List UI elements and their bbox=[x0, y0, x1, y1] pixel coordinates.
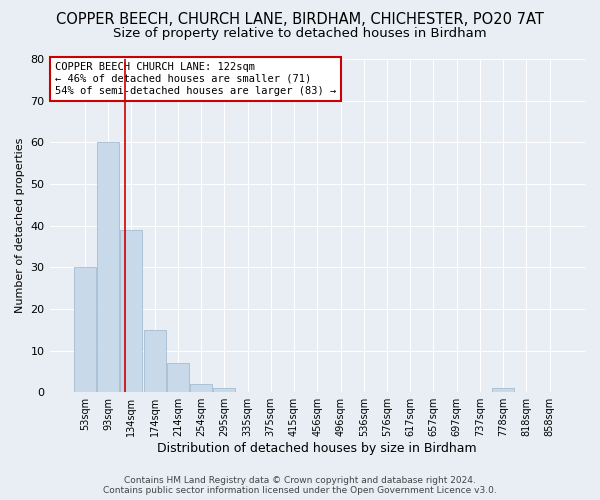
Text: Contains HM Land Registry data © Crown copyright and database right 2024.
Contai: Contains HM Land Registry data © Crown c… bbox=[103, 476, 497, 495]
X-axis label: Distribution of detached houses by size in Birdham: Distribution of detached houses by size … bbox=[157, 442, 477, 455]
Bar bbox=[121, 230, 142, 392]
Bar bbox=[492, 388, 514, 392]
Bar bbox=[143, 330, 166, 392]
Text: COPPER BEECH CHURCH LANE: 122sqm
← 46% of detached houses are smaller (71)
54% o: COPPER BEECH CHURCH LANE: 122sqm ← 46% o… bbox=[55, 62, 336, 96]
Bar bbox=[167, 363, 189, 392]
Y-axis label: Number of detached properties: Number of detached properties bbox=[15, 138, 25, 314]
Bar bbox=[190, 384, 212, 392]
Bar bbox=[213, 388, 235, 392]
Bar bbox=[74, 268, 96, 392]
Text: Size of property relative to detached houses in Birdham: Size of property relative to detached ho… bbox=[113, 28, 487, 40]
Bar bbox=[97, 142, 119, 392]
Text: COPPER BEECH, CHURCH LANE, BIRDHAM, CHICHESTER, PO20 7AT: COPPER BEECH, CHURCH LANE, BIRDHAM, CHIC… bbox=[56, 12, 544, 28]
